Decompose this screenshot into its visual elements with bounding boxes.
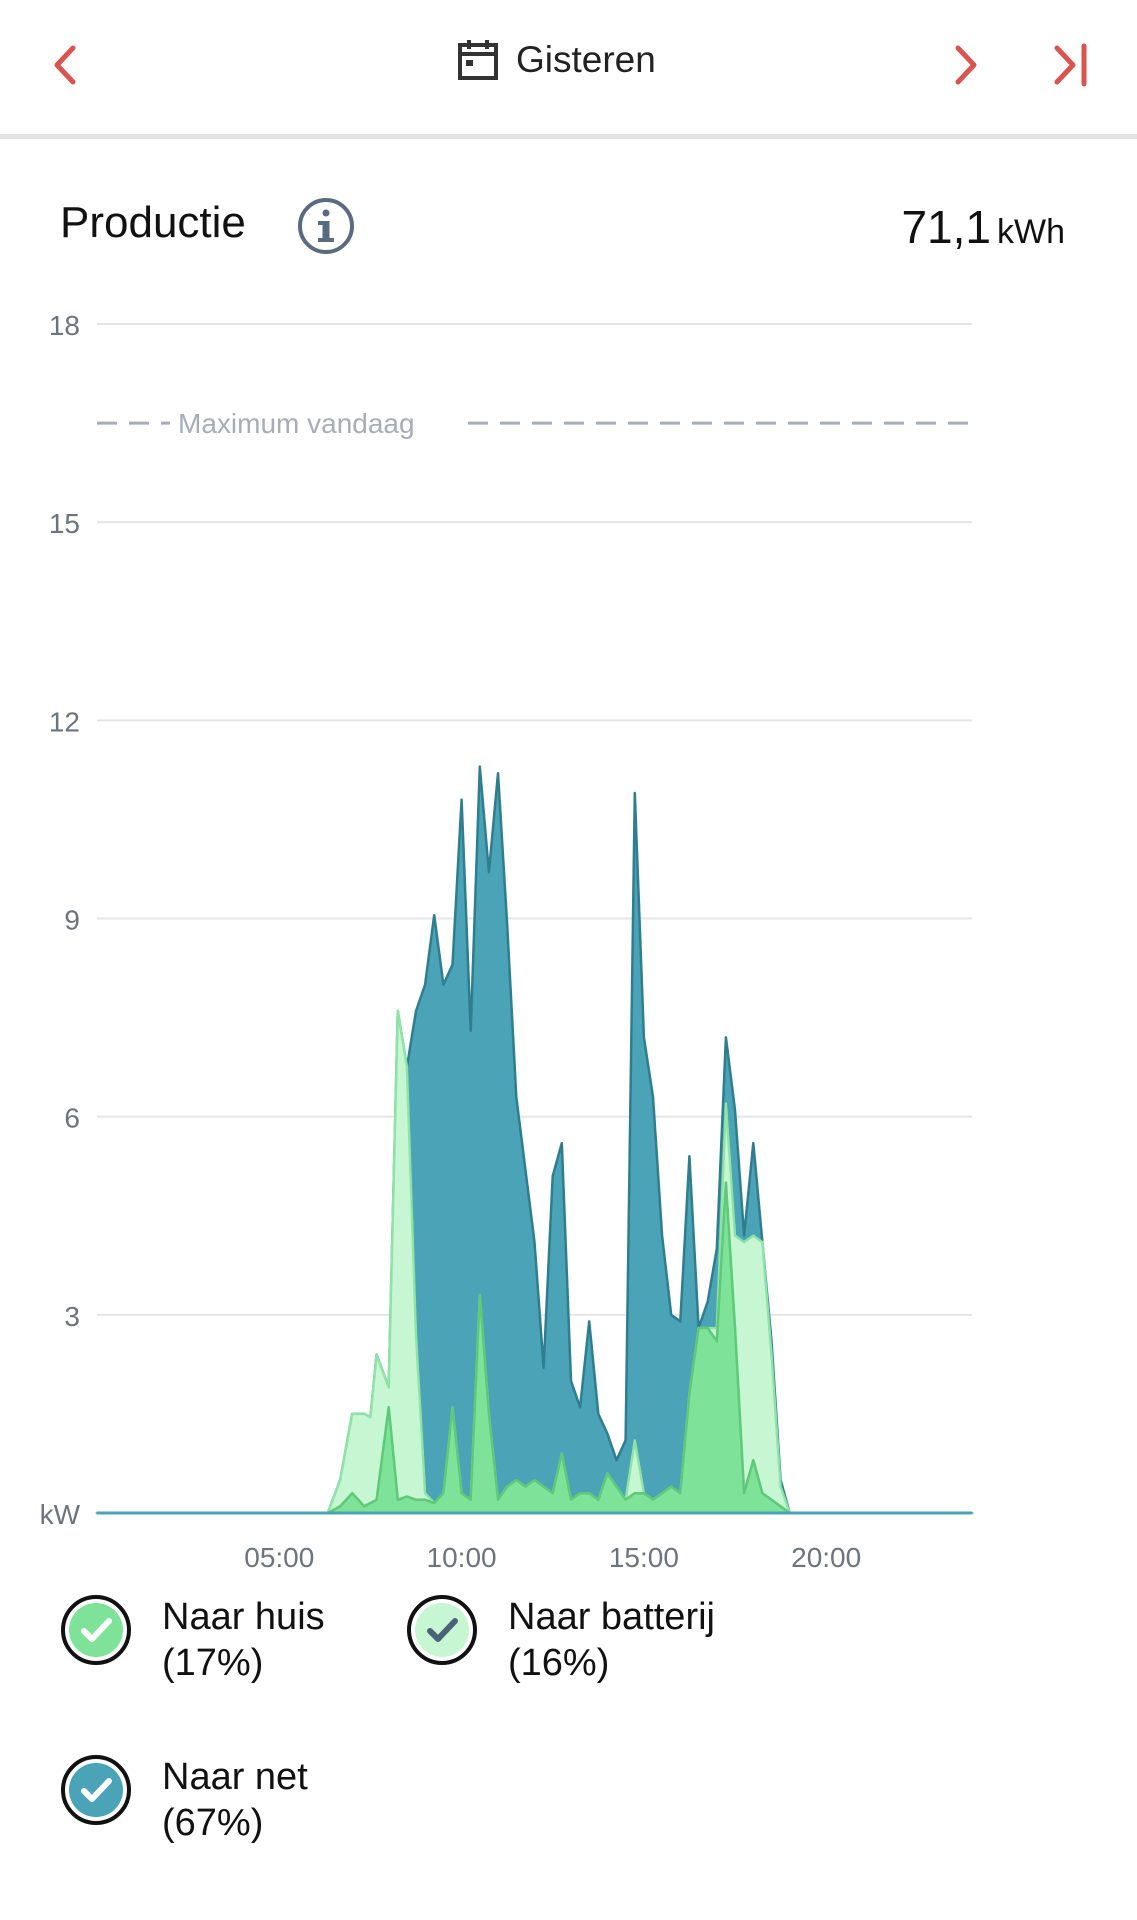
x-tick-label: 20:00 <box>791 1542 861 1573</box>
x-tick-label: 10:00 <box>427 1542 497 1573</box>
x-tick-label: 05:00 <box>244 1542 314 1573</box>
check-circle-icon <box>61 1595 131 1665</box>
next-day-button[interactable] <box>931 30 1001 100</box>
legend-item-naar-huis[interactable]: Naar huis (17%) <box>60 1594 325 1686</box>
date-label: Gisteren <box>516 39 656 80</box>
section-title: Productie <box>60 198 246 247</box>
y-axis-unit-label: kW <box>40 1499 81 1530</box>
y-tick-label: 6 <box>64 1103 80 1134</box>
x-tick-label: 15:00 <box>609 1542 679 1573</box>
legend-label: Naar net <box>162 1756 308 1798</box>
date-picker[interactable]: Gisteren <box>456 30 656 90</box>
y-tick-label: 3 <box>64 1301 80 1332</box>
check-circle-icon <box>61 1755 131 1825</box>
skip-to-end-icon <box>1054 43 1087 87</box>
legend-percentage: (67%) <box>162 1802 264 1844</box>
chevron-right-icon <box>955 45 977 85</box>
legend-percentage: (16%) <box>508 1642 610 1684</box>
top-bar: Gisteren <box>0 0 1137 139</box>
max-reference-label: Maximum vandaag <box>178 408 415 439</box>
legend-item-naar-net[interactable]: Naar net (67%) <box>60 1754 308 1846</box>
legend-label: Naar huis <box>162 1596 325 1638</box>
info-icon[interactable] <box>296 196 356 256</box>
chevron-left-icon <box>54 45 76 85</box>
total-value: 71,1 <box>901 201 991 253</box>
check-circle-icon <box>407 1595 477 1665</box>
production-total: 71,1 kWh <box>901 200 1065 254</box>
series-area-naar-net <box>95 765 974 1515</box>
legend-percentage: (17%) <box>162 1642 264 1684</box>
total-unit: kWh <box>997 213 1065 251</box>
production-chart: 18 15 12 9 6 3 kW Maximum vandaag 05:00 10:00 15:0… <box>40 310 974 1573</box>
y-tick-label: 15 <box>49 508 80 539</box>
legend-label: Naar batterij <box>508 1596 715 1638</box>
y-tick-label: 18 <box>49 310 80 341</box>
previous-day-button[interactable] <box>30 30 100 100</box>
y-tick-label: 12 <box>49 706 80 737</box>
calendar-icon <box>458 40 498 80</box>
legend-item-naar-batterij[interactable]: Naar batterij (16%) <box>406 1594 715 1686</box>
skip-to-today-button[interactable] <box>1036 30 1106 100</box>
y-tick-label: 9 <box>64 905 80 936</box>
